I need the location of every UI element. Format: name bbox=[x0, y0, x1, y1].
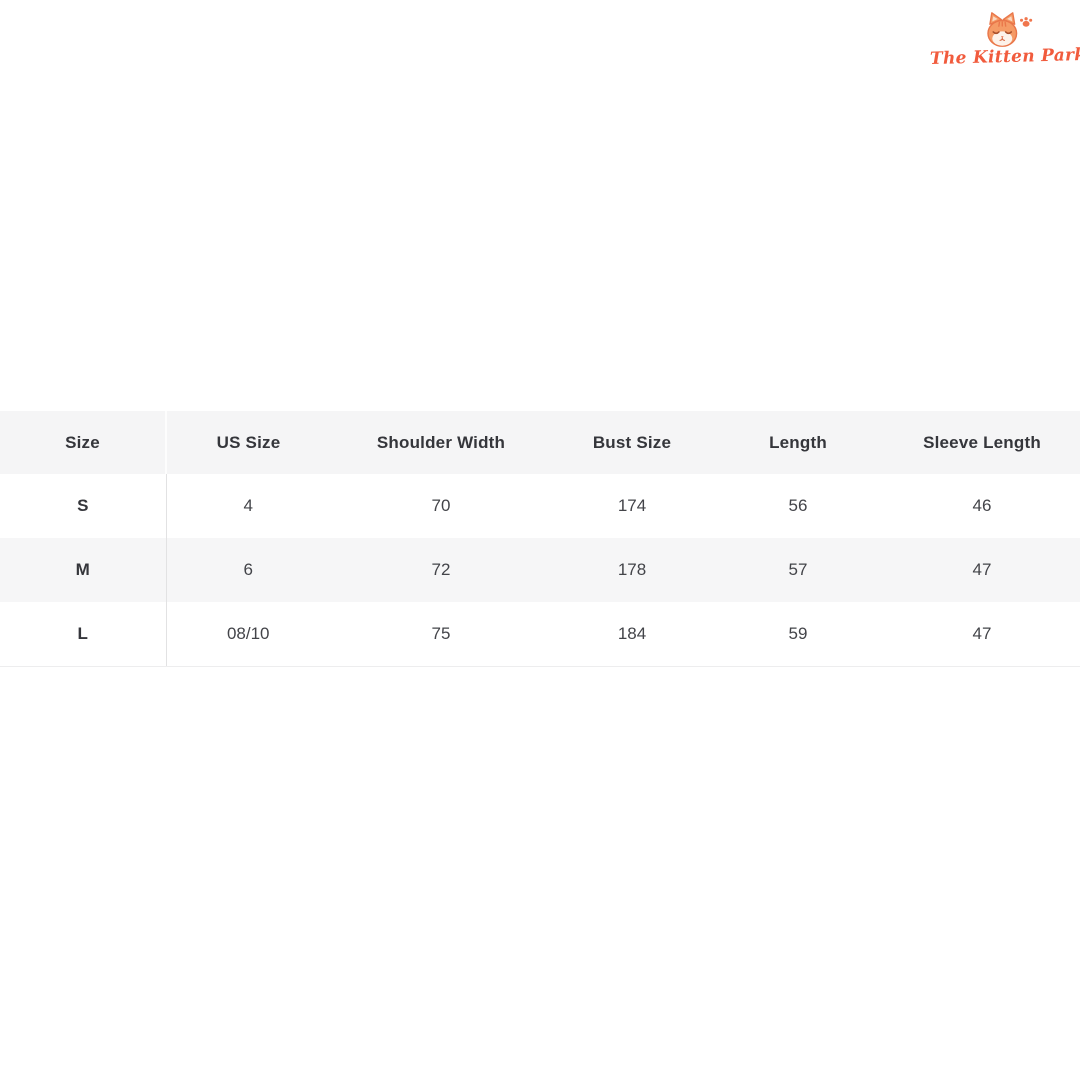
size-label-cell: S bbox=[0, 474, 167, 538]
sleeve-length-cell: 46 bbox=[972, 496, 992, 515]
bust-size-cell: 178 bbox=[617, 560, 647, 579]
column-header-length: Length bbox=[769, 432, 827, 452]
sleeve-length-cell: 47 bbox=[884, 602, 1080, 667]
shoulder-width-cell: 75 bbox=[330, 602, 552, 667]
column-header-bust-size: Bust Size bbox=[592, 432, 672, 452]
column-header-size: Size bbox=[0, 411, 167, 474]
column-header-sleeve-length: Sleeve Length bbox=[923, 432, 1041, 452]
length-cell: 57 bbox=[788, 560, 808, 579]
table-row-l: L 08/10 75 184 59 47 bbox=[0, 602, 1080, 667]
size-label-cell: M bbox=[0, 538, 167, 602]
shoulder-width-cell: 72 bbox=[431, 560, 451, 579]
table-row-m: M 6 72 178 57 47 bbox=[0, 538, 1080, 602]
size-chart-table: Size US Size Shoulder Width Bust Size Le… bbox=[0, 411, 1080, 667]
us-size-cell: 6 bbox=[243, 560, 253, 579]
sleeve-length-cell: 47 bbox=[972, 560, 992, 579]
shoulder-width-cell: 70 bbox=[431, 496, 451, 515]
kitten-face-icon bbox=[987, 12, 1033, 47]
bust-size-cell: 184 bbox=[552, 602, 712, 667]
table-header-row: Size US Size Shoulder Width Bust Size Le… bbox=[0, 411, 1080, 474]
brand-logo: The Kitten Park bbox=[930, 10, 1080, 69]
column-header-us-size: US Size bbox=[216, 432, 281, 452]
us-size-cell: 4 bbox=[243, 496, 253, 515]
bust-size-cell: 174 bbox=[617, 496, 647, 515]
table-row-s: S 4 70 174 56 46 bbox=[0, 474, 1080, 538]
column-header-shoulder-width: Shoulder Width bbox=[376, 432, 506, 452]
length-cell: 56 bbox=[788, 496, 808, 515]
us-size-cell: 08/10 bbox=[166, 602, 330, 667]
length-cell: 59 bbox=[712, 602, 884, 667]
brand-name: The Kitten Park bbox=[929, 44, 1080, 70]
size-label-cell: L bbox=[0, 602, 167, 667]
